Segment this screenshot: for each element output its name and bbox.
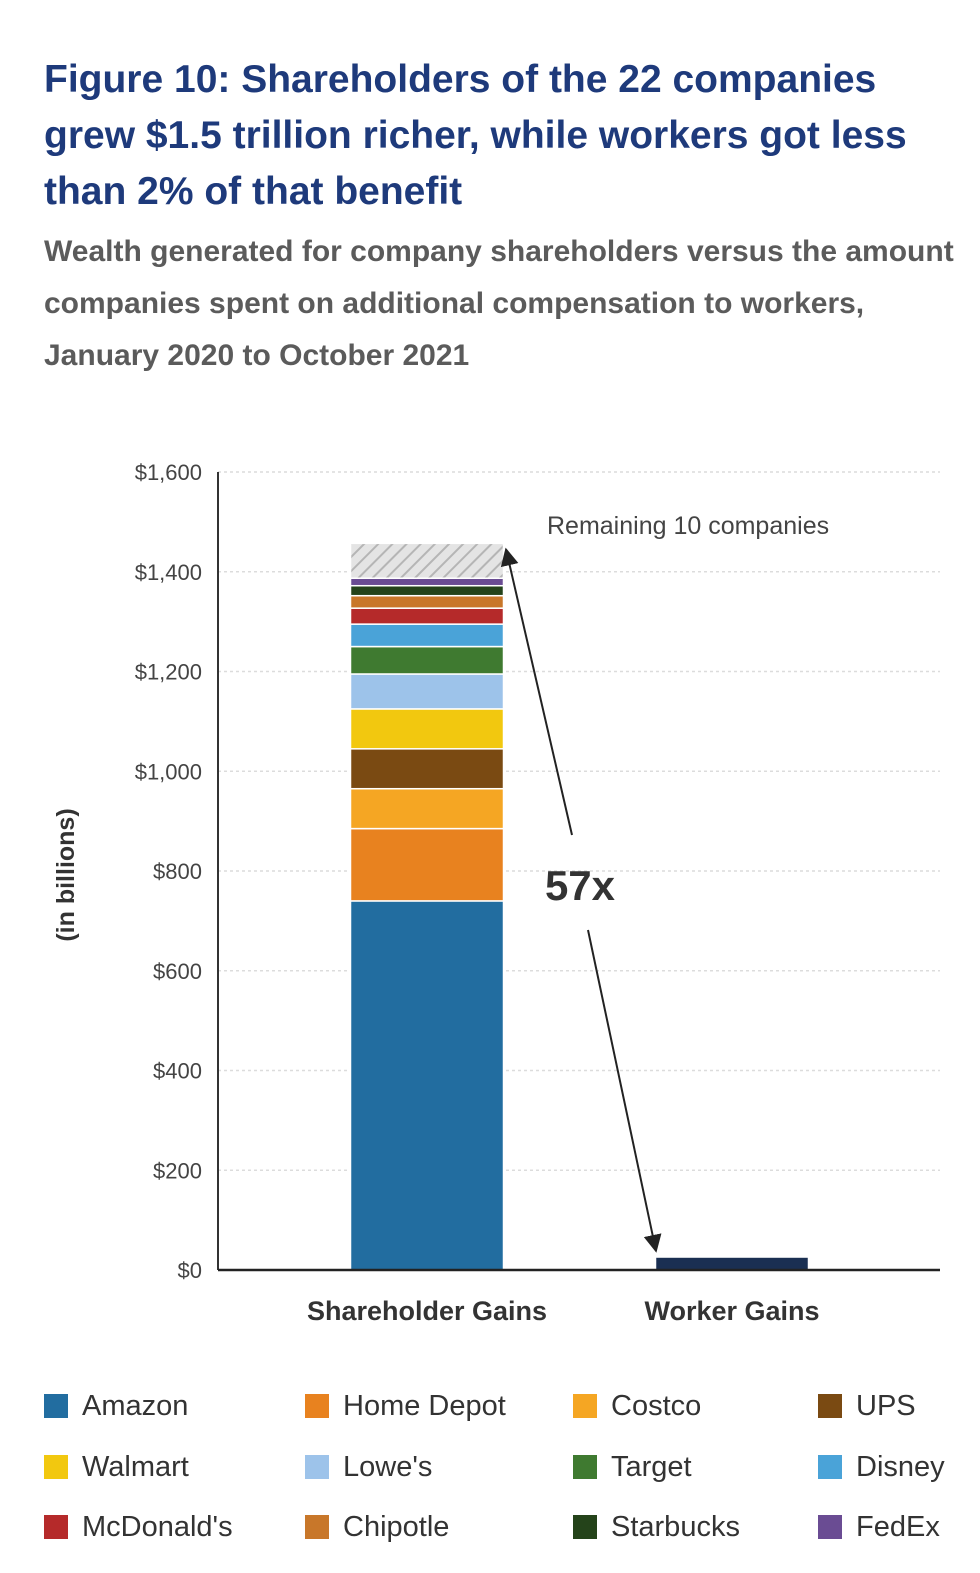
chart-subtitle: Wealth generated for company shareholder… — [44, 235, 954, 372]
legend-swatch — [573, 1455, 597, 1479]
bar-segment-target — [349, 645, 505, 675]
legend-swatch — [573, 1515, 597, 1539]
legend-item: Walmart — [44, 1447, 189, 1487]
bar-segment-chipotle — [349, 594, 505, 609]
legend-item: Amazon — [44, 1386, 188, 1426]
y-tick-label: $600 — [153, 959, 202, 984]
y-tick-label: $800 — [153, 859, 202, 884]
legend-swatch — [44, 1394, 68, 1418]
legend-label: Starbucks — [611, 1510, 740, 1543]
legend-label: Target — [611, 1450, 692, 1483]
remaining-companies-annotation: Remaining 10 companies — [547, 512, 829, 540]
stacked-bar-chart: $0 $200 $400 $600 $800 $1,000 $1,200 $1,400 $1,6… — [52, 460, 940, 1326]
legend-item: Costco — [573, 1386, 701, 1426]
ratio-arrow-up — [500, 547, 573, 836]
x-tick-label: Shareholder Gains — [307, 1296, 547, 1326]
legend-label: Walmart — [82, 1450, 189, 1483]
bar-segment-ups — [349, 748, 505, 790]
legend-item: Disney — [818, 1447, 945, 1487]
bar-segment-disney — [349, 623, 505, 648]
bar-segment-fedex — [349, 577, 505, 587]
legend-swatch — [818, 1394, 842, 1418]
legend-swatch — [573, 1394, 597, 1418]
chart-title: Figure 10: Shareholders of the 22 compan… — [44, 58, 907, 213]
ratio-label: 57x — [545, 862, 616, 909]
legend-label: UPS — [856, 1389, 916, 1422]
legend-item: UPS — [818, 1386, 916, 1426]
legend-swatch — [305, 1394, 329, 1418]
legend-swatch — [305, 1455, 329, 1479]
bar-segment-mcdonald-s — [349, 607, 505, 625]
ratio-arrow-down — [587, 929, 662, 1253]
legend-label: McDonald's — [82, 1510, 233, 1543]
legend-label: FedEx — [856, 1510, 940, 1543]
bar-segment-amazon — [349, 900, 505, 1271]
legend-label: Home Depot — [343, 1389, 506, 1422]
y-tick-label: $0 — [178, 1258, 202, 1283]
legend-swatch — [818, 1455, 842, 1479]
legend-swatch — [818, 1515, 842, 1539]
legend-swatch — [305, 1515, 329, 1539]
legend-swatch — [44, 1515, 68, 1539]
bar-segment-remaining-10-companies — [349, 542, 505, 579]
legend-item: Target — [573, 1447, 692, 1487]
bar-segment-lowe-s — [349, 673, 505, 710]
y-tick-label: $400 — [153, 1059, 202, 1084]
y-tick-label: $200 — [153, 1158, 202, 1183]
legend-label: Chipotle — [343, 1510, 450, 1543]
y-axis-label: (in billions) — [52, 808, 80, 941]
bars — [349, 542, 810, 1271]
axes — [217, 472, 940, 1272]
bar-segment-worker-gains — [654, 1256, 810, 1271]
legend-item: Home Depot — [305, 1386, 506, 1426]
legend-label: Amazon — [82, 1389, 189, 1422]
legend-label: Costco — [611, 1389, 702, 1422]
x-tick-label: Worker Gains — [644, 1296, 819, 1326]
legend-label: Lowe's — [343, 1450, 433, 1483]
annotations: Remaining 10 companies 57x — [500, 512, 829, 1253]
x-axis-labels: Shareholder Gains Worker Gains — [307, 1296, 820, 1326]
bar-segment-walmart — [349, 708, 505, 750]
y-tick-label: $1,600 — [135, 460, 202, 485]
legend-swatch — [44, 1455, 68, 1479]
legend-label: Disney — [856, 1450, 945, 1483]
bar-segment-starbucks — [349, 584, 505, 597]
gridlines — [218, 471, 940, 1171]
legend-item: FedEx — [818, 1507, 940, 1547]
legend-item: Chipotle — [305, 1507, 449, 1547]
y-tick-label: $1,200 — [135, 660, 202, 685]
y-tick-label: $1,000 — [135, 759, 202, 784]
y-tick-label: $1,400 — [135, 560, 202, 585]
bar-segment-home-depot — [349, 827, 505, 902]
y-axis-ticks: $0 $200 $400 $600 $800 $1,000 $1,200 $1,400 $1,6… — [135, 460, 202, 1283]
bar-segment-costco — [349, 787, 505, 830]
legend-item: McDonald's — [44, 1507, 233, 1547]
legend-item: Lowe's — [305, 1447, 432, 1487]
legend-item: Starbucks — [573, 1507, 740, 1547]
